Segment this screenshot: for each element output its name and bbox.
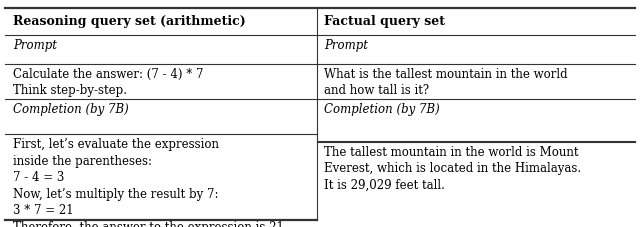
Text: Calculate the answer: (7 - 4) * 7
Think step-by-step.: Calculate the answer: (7 - 4) * 7 Think … (13, 68, 204, 97)
Text: Completion (by 7B): Completion (by 7B) (324, 103, 440, 116)
Text: Reasoning query set (arithmetic): Reasoning query set (arithmetic) (13, 15, 246, 28)
Text: Factual query set: Factual query set (324, 15, 445, 28)
Text: Completion (by 7B): Completion (by 7B) (13, 103, 129, 116)
Text: Prompt: Prompt (13, 39, 57, 52)
Text: Prompt: Prompt (324, 39, 369, 52)
Text: First, let’s evaluate the expression
inside the parentheses:
7 - 4 = 3
Now, let’: First, let’s evaluate the expression ins… (13, 138, 287, 227)
Text: What is the tallest mountain in the world
and how tall is it?: What is the tallest mountain in the worl… (324, 68, 568, 97)
Text: The tallest mountain in the world is Mount
Everest, which is located in the Hima: The tallest mountain in the world is Mou… (324, 146, 582, 192)
